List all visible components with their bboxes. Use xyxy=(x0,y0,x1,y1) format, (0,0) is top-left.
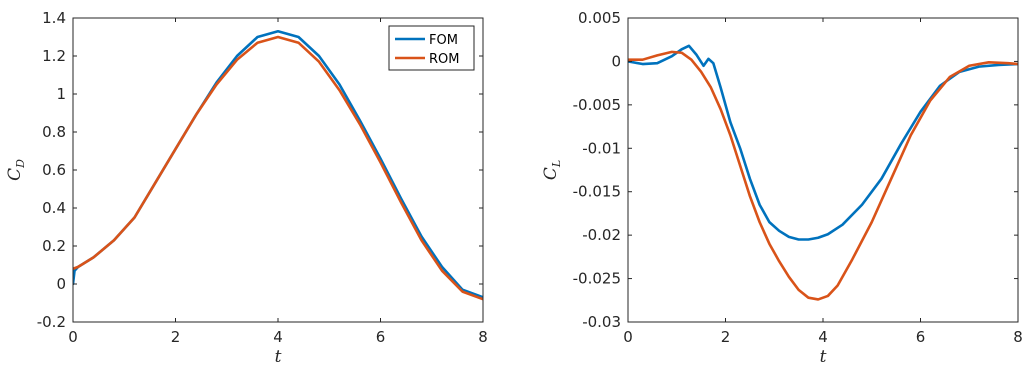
y-tick-label: 0.6 xyxy=(42,161,66,179)
y-tick-label: 0.2 xyxy=(42,237,66,255)
y-tick-label: -0.025 xyxy=(573,270,621,288)
series-line-rom xyxy=(73,35,483,301)
x-tick-label: 0 xyxy=(68,328,78,346)
x-tick-label: 2 xyxy=(171,328,181,346)
legend-box xyxy=(388,25,475,71)
y-tick-label: -0.03 xyxy=(582,313,621,331)
y-tick-label: -0.015 xyxy=(573,183,621,201)
x-tick-label: 4 xyxy=(818,328,828,346)
x-tick-label: 6 xyxy=(376,328,386,346)
series-line-fom xyxy=(73,30,483,299)
x-axis-label: t xyxy=(820,347,827,367)
y-tick-label: -0.005 xyxy=(573,96,621,114)
legend-label-fom: FOM xyxy=(429,33,458,48)
x-tick-label: 0 xyxy=(623,328,633,346)
x-tick-label: 2 xyxy=(721,328,731,346)
lift-coefficient-plot: 0 2 4 6 8 -0.03 -0.025 -0.02 -0.015 -0.01 -0.005 0 0… xyxy=(541,9,1023,367)
y-tick-label: 0 xyxy=(611,52,621,70)
series-line-rom xyxy=(628,50,1018,301)
x-tick-label: 8 xyxy=(478,328,488,346)
y-tick-label: -0.02 xyxy=(582,226,621,244)
y-tick-label: 1.4 xyxy=(42,9,66,27)
x-tick-label: 6 xyxy=(916,328,926,346)
x-axis-label: t xyxy=(275,347,282,367)
y-tick-label: -0.2 xyxy=(37,313,66,331)
y-tick-label: -0.01 xyxy=(582,139,621,157)
legend-label-rom: ROM xyxy=(429,52,459,67)
y-axis-label: CL xyxy=(541,160,563,180)
y-tick-label: 1.2 xyxy=(42,47,66,65)
y-tick-label: 0.005 xyxy=(578,9,621,27)
y-tick-label: 0 xyxy=(56,275,66,293)
x-tick-label: 4 xyxy=(273,328,283,346)
y-axis-label: CD xyxy=(5,159,27,181)
y-tick-label: 0.4 xyxy=(42,199,66,217)
series-line-fom xyxy=(628,44,1018,241)
y-tick-label: 1 xyxy=(56,85,66,103)
legend: FOM ROM xyxy=(388,25,475,71)
y-tick-label: 0.8 xyxy=(42,123,66,141)
x-tick-label: 8 xyxy=(1013,328,1023,346)
axes-box xyxy=(627,17,1019,323)
